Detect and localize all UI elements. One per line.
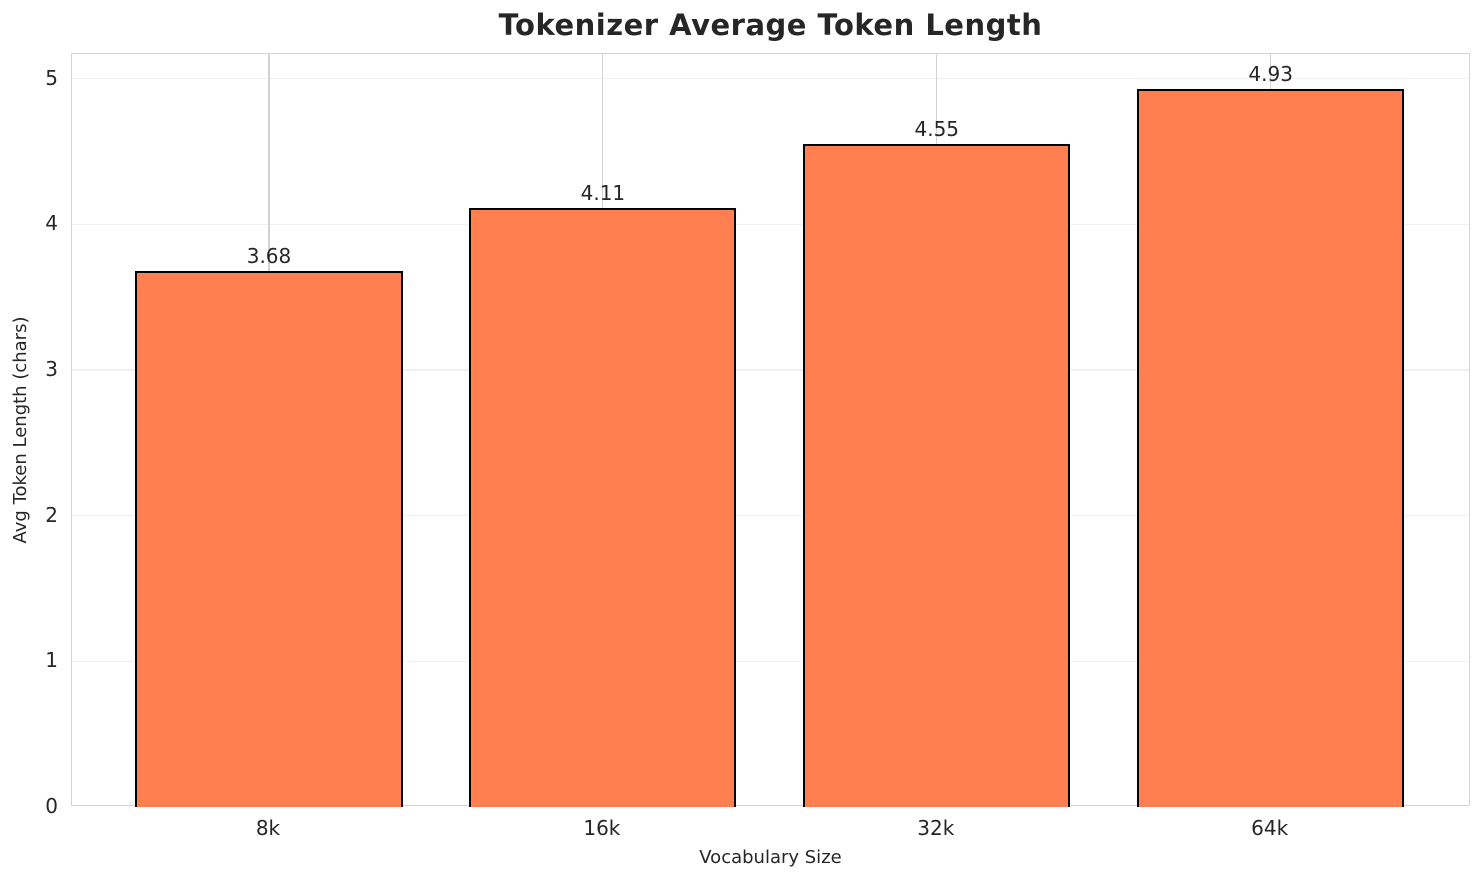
y-axis-label: Avg Token Length (chars) (10, 316, 31, 544)
bar-value-label: 4.93 (1248, 61, 1293, 86)
h-gridline (72, 660, 1469, 662)
chart-title: Tokenizer Average Token Length (498, 8, 1043, 42)
plot-area: 3.68 4.11 4.55 4.93 (71, 53, 1470, 807)
x-tick-label: 8k (255, 816, 281, 840)
h-gridline (72, 515, 1469, 517)
y-tick-label: 5 (45, 65, 58, 90)
bar-value-label: 3.68 (246, 244, 292, 268)
y-tick-label: 3 (45, 357, 58, 382)
bar-16k (469, 208, 737, 807)
bar-value-label: 4.11 (580, 181, 626, 206)
y-tick-label: 2 (45, 502, 58, 527)
bar-64k (1137, 88, 1405, 807)
bar-32k (803, 144, 1071, 807)
bar-value-label: 4.55 (914, 117, 960, 142)
x-tick-label: 64k (1251, 816, 1289, 840)
x-tick-label: 16k (583, 816, 621, 840)
h-gridline (72, 369, 1469, 371)
y-tick-label: 4 (45, 211, 58, 236)
y-tick-label: 1 (45, 648, 58, 673)
h-gridline (72, 223, 1469, 226)
h-gridline (72, 78, 1469, 80)
x-axis-label: Vocabulary Size (699, 847, 842, 868)
bar-8k (135, 271, 403, 807)
x-tick-label: 32k (917, 816, 955, 840)
y-tick-label: 0 (45, 794, 58, 818)
